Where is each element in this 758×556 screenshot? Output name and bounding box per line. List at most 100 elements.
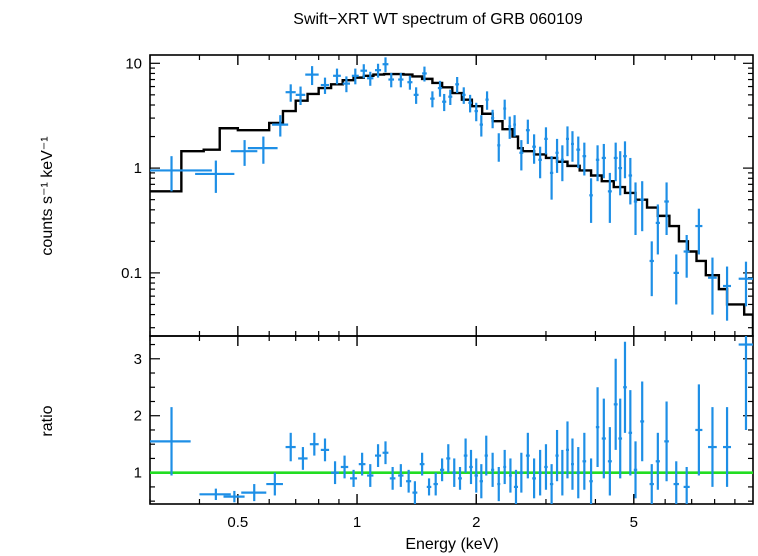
data-point <box>433 472 438 496</box>
data-point <box>497 133 501 162</box>
y-axis-label-bottom: ratio <box>39 405 56 436</box>
data-point <box>570 438 574 490</box>
data-point <box>474 458 478 493</box>
data-point <box>491 452 495 487</box>
data-point <box>508 116 512 139</box>
data-point <box>525 119 530 144</box>
data-point <box>549 464 554 504</box>
data-point <box>723 407 732 487</box>
x-tick-label: 1 <box>353 514 361 531</box>
data-point <box>497 466 501 502</box>
data-point <box>673 254 679 305</box>
data-point <box>576 136 581 169</box>
data-point <box>509 458 512 493</box>
data-point <box>442 93 447 112</box>
data-point <box>595 387 600 467</box>
data-point <box>407 75 413 90</box>
spectrum-panel: 0.1 1 10 <box>121 54 754 337</box>
data-point <box>723 266 732 321</box>
data-point <box>422 66 427 82</box>
data-point <box>582 142 587 176</box>
y-tick-label: 2 <box>134 408 142 425</box>
data-point <box>455 77 460 94</box>
data-point <box>461 87 466 104</box>
y-tick-label: 10 <box>125 55 142 72</box>
data-point <box>601 398 606 479</box>
data-point <box>582 432 587 490</box>
data-point <box>320 438 330 462</box>
data-point <box>241 484 267 502</box>
data-point <box>406 469 412 493</box>
data-point <box>230 140 258 166</box>
data-point <box>738 261 753 307</box>
data-point <box>412 481 418 504</box>
data-point <box>382 441 389 465</box>
data-point <box>458 466 462 490</box>
data-point <box>374 444 382 467</box>
data-point <box>655 204 660 255</box>
data-point <box>519 452 524 493</box>
data-point <box>513 115 516 137</box>
data-point <box>479 115 483 137</box>
data-point <box>382 57 389 73</box>
data-point <box>439 458 445 482</box>
data-point <box>419 452 425 476</box>
data-point <box>305 66 319 86</box>
data-point <box>503 449 507 485</box>
data-point <box>623 141 627 179</box>
data-point <box>708 257 717 315</box>
data-point <box>532 134 536 164</box>
ratio-panel-frame <box>149 335 754 505</box>
data-point <box>195 160 235 193</box>
data-point <box>320 77 330 94</box>
data-point <box>398 464 404 487</box>
data-point <box>309 432 319 456</box>
data-point <box>532 458 536 499</box>
x-tick-label: 0.5 <box>227 514 248 531</box>
data-point <box>565 421 569 479</box>
data-point <box>484 435 488 476</box>
data-point <box>367 464 374 487</box>
data-point <box>664 182 669 235</box>
data-point <box>223 490 245 503</box>
data-point <box>446 444 451 473</box>
data-point <box>513 469 519 504</box>
data-point <box>430 91 435 108</box>
y-tick-label: 1 <box>134 160 142 177</box>
data-point <box>448 89 453 106</box>
data-point <box>538 449 542 496</box>
data-point <box>413 87 419 104</box>
data-point <box>150 156 212 192</box>
model-step-line <box>150 72 753 336</box>
data-point <box>738 336 753 430</box>
data-point <box>664 401 669 482</box>
data-point <box>549 156 554 200</box>
data-point <box>695 384 703 476</box>
data-point <box>673 461 679 504</box>
x-tick-label: 5 <box>630 514 638 531</box>
data-point <box>555 429 559 482</box>
data-point <box>374 63 382 78</box>
data-point <box>333 68 341 85</box>
data-point <box>358 452 366 476</box>
data-point <box>342 76 351 93</box>
data-point <box>351 68 359 85</box>
data-point <box>613 142 618 182</box>
data-point <box>601 143 606 179</box>
data-point <box>389 466 396 490</box>
data-point <box>367 71 374 86</box>
data-point <box>560 449 564 496</box>
data-point <box>607 427 612 496</box>
data-point <box>555 138 559 173</box>
data-point <box>595 145 600 182</box>
data-point <box>340 455 349 479</box>
data-point <box>623 341 627 433</box>
data-point <box>285 432 296 462</box>
data-point <box>628 390 633 476</box>
data-point <box>360 64 368 79</box>
data-point <box>150 407 191 476</box>
data-point <box>633 441 638 499</box>
data-point <box>655 432 660 490</box>
x-tick-label: 2 <box>472 514 480 531</box>
